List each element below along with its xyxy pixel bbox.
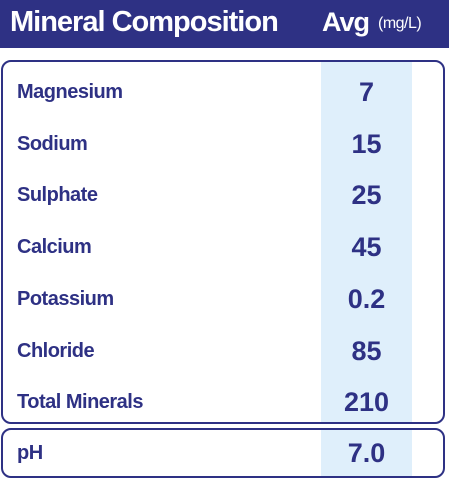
table-row: Potassium 0.2 [3, 273, 443, 325]
value-column [321, 430, 412, 476]
mineral-name: Sulphate [17, 184, 98, 207]
table-row: Calcium 45 [3, 221, 443, 273]
ph-row: pH 7.0 [3, 430, 443, 476]
mineral-value: 0.2 [347, 283, 386, 314]
table-row: Chloride 85 [3, 325, 443, 377]
mineral-value: 210 [343, 387, 390, 418]
column-unit: (mg/L) [378, 15, 422, 32]
ph-label: pH [17, 442, 43, 464]
value-column [321, 62, 412, 422]
table-row: Sodium 15 [3, 118, 443, 170]
mineral-value: 45 [351, 232, 382, 263]
table-row: Total Minerals 210 [3, 376, 443, 422]
ph-value: 7.0 [347, 438, 386, 468]
mineral-value: 25 [351, 180, 382, 211]
mineral-value: 85 [351, 335, 382, 366]
mineral-value: 15 [351, 128, 382, 159]
mineral-table: Magnesium 7 Sodium 15 Sulphate 25 Calcium 45 Pot… [1, 60, 445, 424]
mineral-value: 7 [358, 77, 375, 107]
ph-table: pH 7.0 [1, 428, 445, 478]
header-bar: Mineral Composition Avg (mg/L) [0, 0, 449, 48]
header-title: Mineral Composition [10, 6, 279, 38]
column-title: Avg [322, 7, 370, 37]
mineral-name: Chloride [17, 339, 95, 362]
table-row: Magnesium 7 [3, 66, 443, 118]
mineral-name: Sodium [17, 132, 88, 155]
table-row: Sulphate 25 [3, 169, 443, 221]
mineral-name: Potassium [17, 287, 114, 310]
mineral-name: Total Minerals [17, 391, 144, 414]
mineral-name: Calcium [17, 236, 92, 259]
mineral-name: Magnesium [17, 81, 123, 103]
